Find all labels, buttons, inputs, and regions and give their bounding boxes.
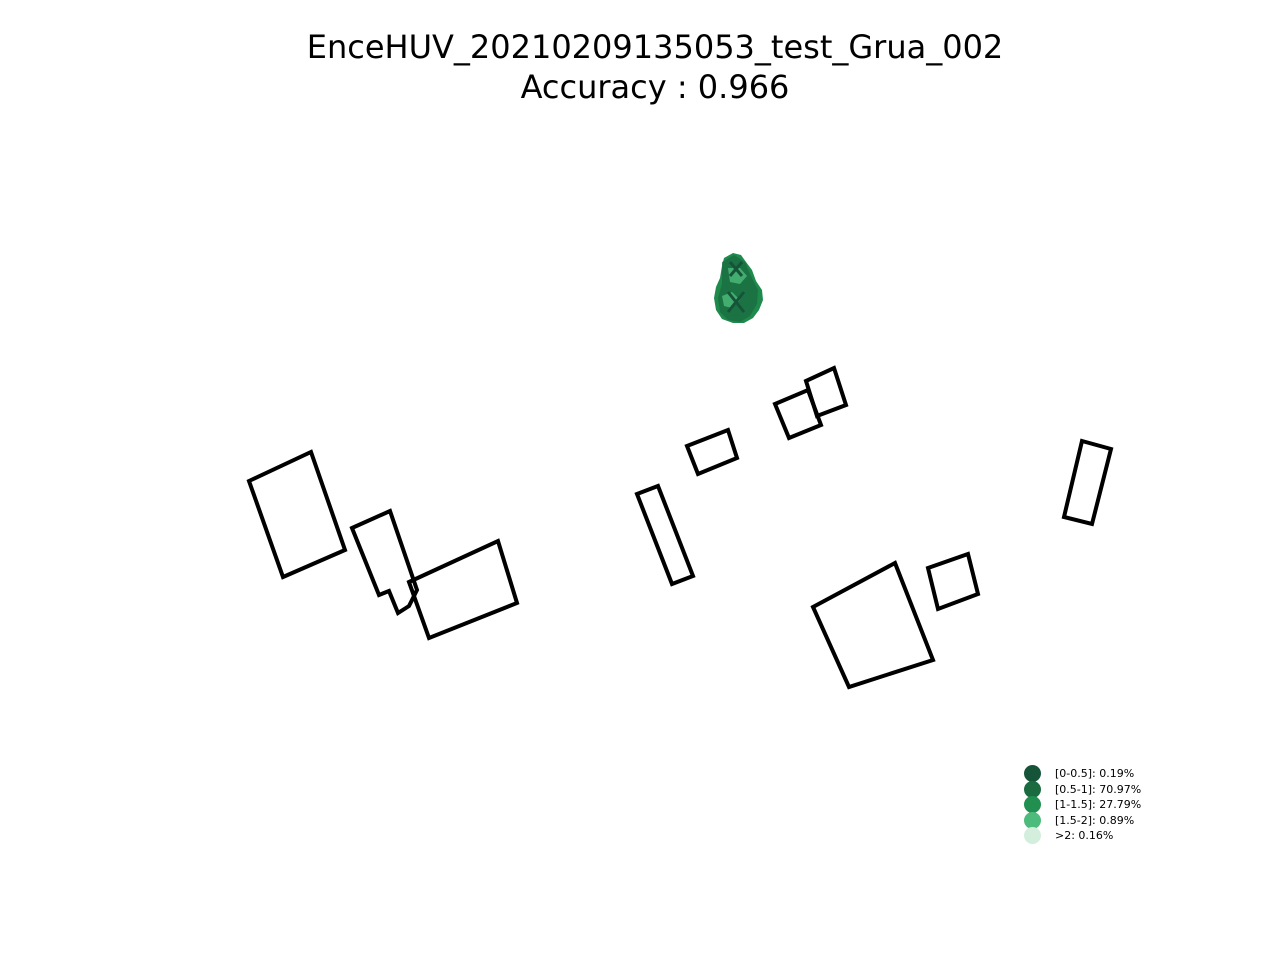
legend-marker: [1024, 796, 1041, 814]
building-outline: [810, 560, 936, 690]
building-outline: [349, 508, 420, 616]
point-cloud-light-region: [722, 268, 747, 308]
legend-item: [1.5-2]: 0.89%: [1024, 811, 1141, 829]
chart-title: EnceHUV_20210209135053_test_Grua_002: [306, 28, 1004, 66]
legend-marker: [1024, 780, 1041, 798]
building-outline: [772, 387, 824, 441]
building-outline: [406, 538, 520, 641]
legend-marker: [1024, 811, 1041, 829]
point-cloud-cross-mark: [726, 261, 746, 313]
building-outline: [1061, 438, 1114, 527]
legend-label: [1.5-2]: 0.89%: [1055, 813, 1135, 827]
chart-subtitle: Accuracy : 0.966: [520, 68, 790, 106]
legend-item: [1-1.5]: 27.79%: [1024, 796, 1142, 814]
building-outline: [684, 427, 740, 477]
legend-marker: [1024, 827, 1041, 845]
legend-item: >2: 0.16%: [1024, 827, 1141, 845]
legend-label: >2: 0.16%: [1055, 829, 1114, 843]
legend-item: [0-0.5]: 0.19%: [1024, 765, 1141, 783]
legend-item: [0.5-1]: 70.97%: [1024, 780, 1142, 798]
legend-marker: [1024, 765, 1041, 783]
point-cloud-blob: [714, 253, 763, 323]
legend-label: [1-1.5]: 27.79%: [1055, 798, 1142, 812]
building-outline: [803, 365, 849, 419]
building-outline: [634, 483, 696, 587]
legend-label: [0.5-1]: 70.97%: [1055, 782, 1142, 796]
building-outline: [246, 449, 348, 580]
building-outline: [925, 551, 981, 612]
legend: [0-0.5]: 0.19% [0.5-1]: 70.97% [1-1.5]: …: [1024, 765, 1142, 845]
legend-label: [0-0.5]: 0.19%: [1055, 767, 1135, 781]
